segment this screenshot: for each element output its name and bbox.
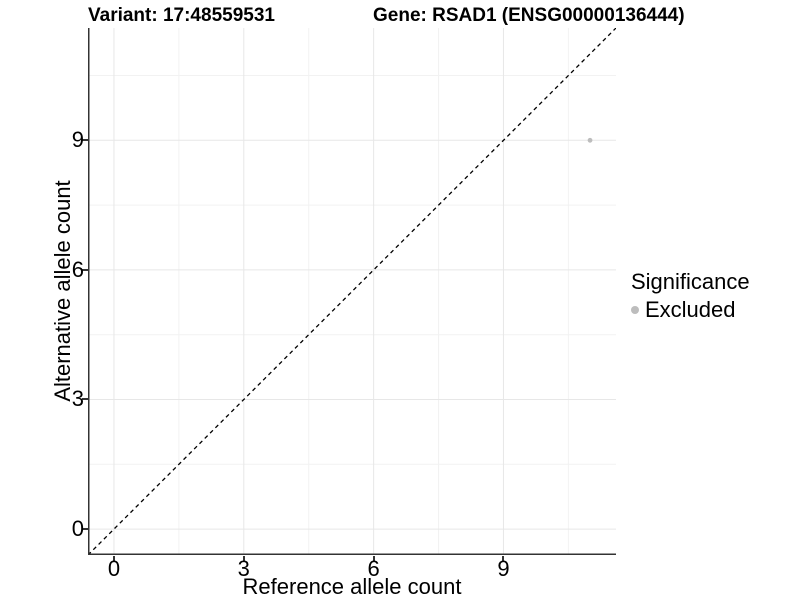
- x-tick-label: 0: [107, 556, 121, 581]
- y-tick-mark: [82, 528, 88, 531]
- x-tick-label: 9: [497, 556, 510, 581]
- plot-title-gene: Gene: RSAD1 (ENSG00000136444): [373, 5, 685, 26]
- legend-title: Significance: [631, 269, 750, 294]
- legend-entry-excluded: Excluded: [631, 297, 750, 323]
- y-tick-mark: [82, 268, 88, 271]
- y-tick-label: 3: [71, 386, 84, 412]
- y-tick-mark: [82, 398, 88, 401]
- x-tick-mark: [242, 556, 245, 562]
- legend-key-dot-icon: [631, 306, 639, 314]
- y-axis-title: Alternative allele count: [50, 180, 75, 402]
- x-axis-title: Reference allele count: [242, 574, 462, 599]
- data-point: [587, 137, 593, 143]
- x-tick-label: 6: [367, 556, 380, 581]
- x-tick-mark: [112, 556, 115, 562]
- plot-title-variant: Variant: 17:48559531: [88, 5, 275, 26]
- plot-panel: [88, 28, 616, 555]
- legend-entry-label: Excluded: [645, 297, 736, 322]
- x-tick-label: 3: [237, 556, 250, 581]
- y-tick-label: 6: [71, 256, 84, 282]
- x-tick-mark: [372, 556, 375, 562]
- y-tick-label: 9: [71, 127, 84, 153]
- x-tick-mark: [502, 556, 505, 562]
- y-tick-mark: [82, 139, 88, 142]
- plot-area-svg: [88, 28, 616, 555]
- y-tick-label: 0: [71, 516, 84, 542]
- identity-dashed-line: [88, 28, 616, 555]
- legend: Significance Excluded: [631, 269, 750, 323]
